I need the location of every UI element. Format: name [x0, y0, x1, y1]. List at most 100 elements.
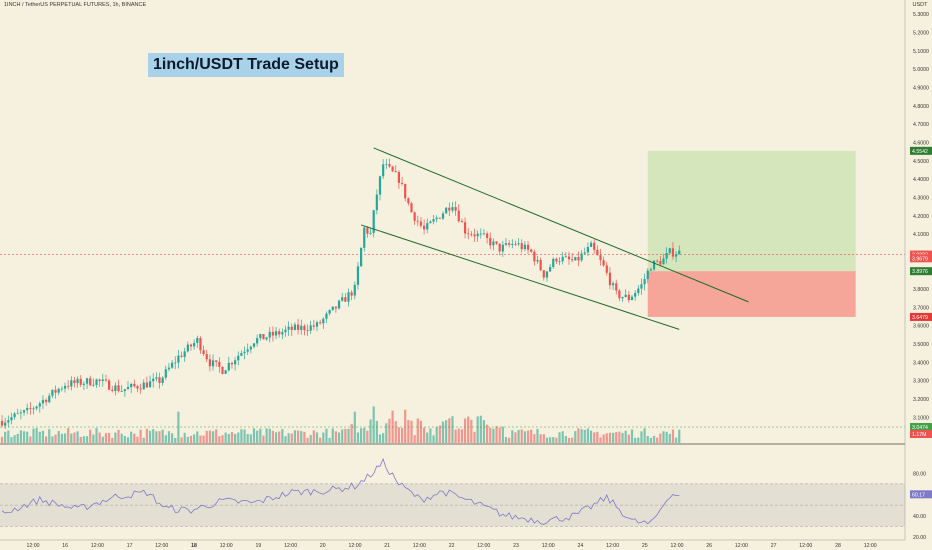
candle-body: [237, 355, 240, 361]
candle-body: [640, 284, 643, 289]
volume-bar: [268, 428, 271, 443]
volume-bar: [85, 436, 89, 443]
volume-bar: [4, 431, 7, 443]
candle: [501, 240, 504, 258]
candle: [218, 357, 221, 373]
volume-bar: [161, 429, 164, 443]
candle: [133, 379, 136, 388]
candle: [205, 349, 208, 363]
volume-bar: [54, 434, 57, 443]
volume-bar: [89, 429, 92, 443]
volume-bar: [120, 433, 123, 443]
candle-body: [608, 272, 612, 286]
candle-body: [561, 256, 564, 262]
candle-body: [671, 248, 675, 257]
rsi-value-label-bg: [910, 490, 932, 499]
candle-body: [211, 360, 215, 367]
candle: [432, 215, 435, 225]
price-tag-label-bg: [910, 146, 932, 155]
volume-bar: [511, 430, 514, 443]
candle-body: [45, 399, 48, 403]
candle: [331, 306, 334, 311]
volume-bar: [123, 435, 126, 443]
volume-bar: [441, 421, 445, 443]
candle-body: [126, 387, 130, 390]
candle: [486, 231, 489, 244]
volume-bar: [60, 433, 63, 443]
candle-body: [0, 421, 4, 426]
candle: [514, 240, 517, 246]
candle-body: [256, 338, 259, 344]
candle: [530, 248, 533, 254]
candle: [306, 324, 309, 336]
candle-body: [334, 306, 337, 309]
candle-body: [517, 243, 520, 245]
candle-body: [539, 259, 542, 271]
candle-body: [382, 164, 385, 177]
candle: [593, 239, 596, 254]
volume-bar: [649, 437, 652, 443]
volume-bar: [612, 432, 615, 443]
candle: [309, 320, 312, 335]
candle-body: [89, 378, 92, 386]
time-tick-label: 19: [256, 543, 262, 549]
time-tick-label: 12:00: [606, 543, 619, 549]
candle-body: [429, 221, 432, 224]
volume-bar: [413, 435, 416, 443]
volume-bar: [514, 432, 517, 443]
volume-bar: [136, 436, 139, 443]
candle-body: [158, 377, 161, 383]
candle: [404, 183, 407, 202]
volume-bar: [155, 431, 158, 443]
candle-body: [489, 238, 492, 246]
volume-bar: [315, 432, 319, 443]
candle: [284, 325, 287, 337]
time-tick-label: 27: [771, 543, 777, 549]
candle: [508, 240, 511, 248]
time-tick-label: 12:00: [477, 543, 490, 549]
candle-body: [221, 366, 224, 374]
candle-body: [567, 256, 571, 260]
candle-body: [186, 344, 189, 352]
price-tick-label: 4.2000: [913, 214, 929, 220]
candle-body: [54, 389, 57, 393]
candle: [60, 386, 63, 392]
volume-bar: [246, 433, 249, 443]
candle: [45, 398, 48, 406]
candle-body: [457, 210, 460, 222]
candle: [482, 229, 486, 236]
candle: [659, 256, 662, 267]
volume-tag-label: 3.0474: [912, 425, 928, 431]
candle-body: [426, 223, 429, 230]
candle-body: [659, 260, 662, 265]
candle-body: [7, 420, 10, 423]
candle-body: [536, 259, 539, 262]
price-tick-label: 5.1000: [913, 49, 929, 55]
candle: [369, 227, 372, 236]
candle-body: [580, 253, 583, 261]
price-axis[interactable]: 5.3000 5.2000 5.1000 5.0000 4.9000 4.8000 4.70…: [904, 0, 932, 541]
candle-body: [656, 260, 659, 262]
volume-bar: [577, 428, 580, 443]
candle: [580, 250, 583, 262]
price-tick-label: 3.2000: [913, 397, 929, 403]
candle: [451, 202, 454, 213]
candle-body: [13, 413, 16, 418]
candle-body: [407, 198, 410, 204]
candle: [675, 251, 678, 262]
candle: [35, 405, 38, 411]
candle: [435, 215, 438, 223]
candle: [297, 318, 300, 335]
candle: [76, 376, 79, 388]
volume-bar: [322, 432, 325, 443]
volume-bar: [325, 428, 328, 443]
candle-body: [114, 385, 117, 391]
volume-bar: [79, 436, 82, 443]
volume-bar: [624, 430, 627, 443]
time-axis[interactable]: 12:00 16 12:00 17 12:00 18 12:00 19 12:00 20 12:00…: [0, 539, 905, 549]
volume-bar: [675, 437, 678, 443]
volume-bar: [476, 416, 479, 443]
volume-bar: [297, 430, 300, 443]
volume-bar: [615, 432, 618, 443]
